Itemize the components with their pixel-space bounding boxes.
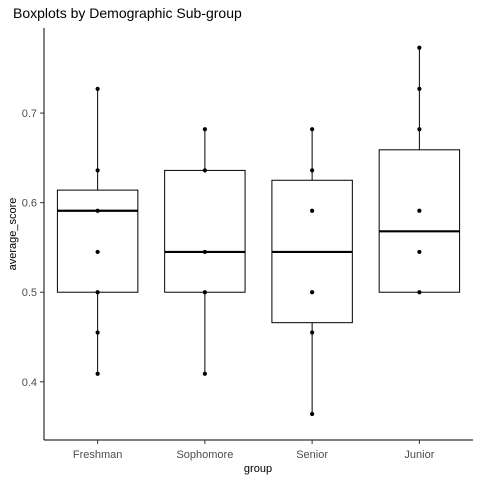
y-tick-label: 0.7 [22,108,37,120]
data-point [202,249,207,255]
y-tick-label: 0.4 [22,377,37,389]
data-point [95,249,100,255]
data-point [95,290,100,295]
data-point [417,45,422,50]
box-group-senior [271,129,353,415]
x-axis-title: group [244,463,272,475]
x-tick-label: Senior [296,449,328,461]
y-axis-title: average_score [7,198,19,271]
x-tick-label: Junior [404,449,434,461]
data-point [202,371,207,376]
data-point [202,168,207,173]
data-point [310,208,315,213]
box-group-freshman [56,88,139,374]
plot-area [56,45,461,417]
data-point [95,330,100,335]
data-point [310,411,315,417]
data-point [417,127,422,132]
data-point [95,168,100,173]
data-point [417,290,422,295]
box [56,189,139,293]
data-point [95,86,100,92]
data-point [202,127,207,132]
data-point [417,208,422,213]
data-point [417,249,422,255]
data-point [310,330,315,335]
data-point [95,208,100,213]
y-tick-label: 0.6 [22,198,37,210]
data-point [202,290,207,295]
x-tick-label: Sophomore [176,449,233,461]
data-point [310,127,315,132]
data-point [310,168,315,173]
box [378,149,461,293]
y-axis-ticks: 0.4 0.5 0.6 0.7 [22,108,44,389]
data-point [417,86,422,92]
y-tick-label: 0.5 [22,287,37,299]
data-point [310,290,315,295]
x-axis-ticks: Freshman Sophomore Senior Junior [73,440,435,461]
chart-title: Boxplots by Demographic Sub-group [13,5,242,21]
data-point [95,371,100,376]
box [164,169,246,293]
box-group-junior [378,47,461,293]
x-tick-label: Freshman [73,449,123,461]
